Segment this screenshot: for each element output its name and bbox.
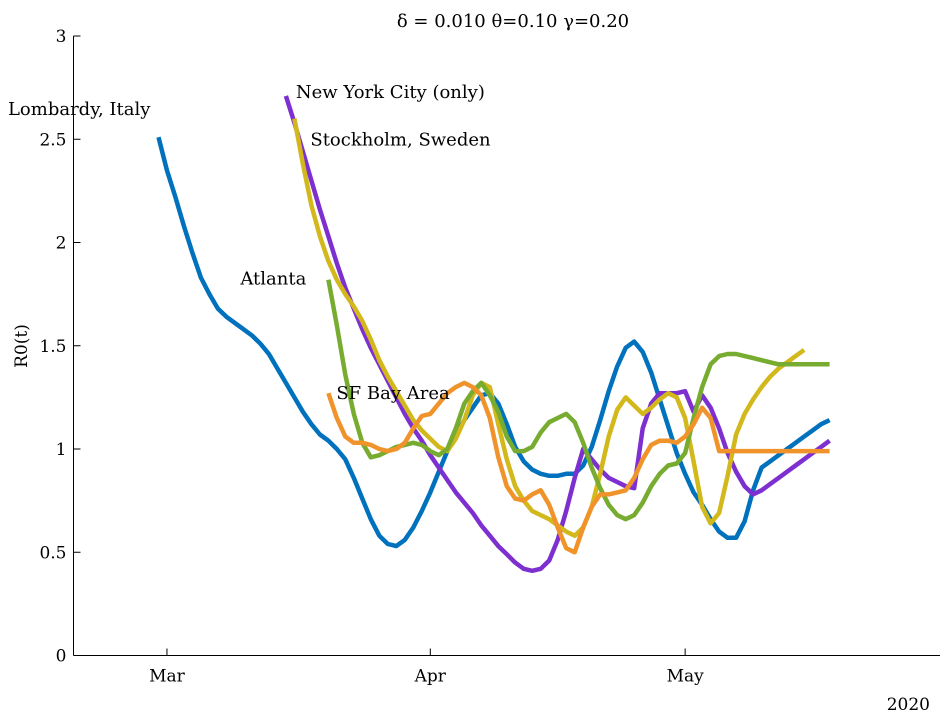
year-label: 2020 [887, 695, 930, 715]
series-group [156, 95, 831, 574]
y-tick-label: 2.5 [39, 130, 66, 150]
y-tick-label: 1 [56, 440, 67, 460]
series-line-2 [292, 118, 806, 538]
x-tick-label: Mar [149, 667, 186, 687]
series-labels: Lombardy, Italy New York City (only) Stock… [8, 82, 491, 404]
axes-group [73, 36, 940, 656]
plot-area: 0 0.5 1 1.5 2 2.5 3 Mar Apr May Lombardy, Italy Ne… [8, 27, 940, 687]
series-label-0: Lombardy, Italy [8, 99, 151, 120]
y-tick-label: 1.5 [39, 337, 66, 357]
series-label-3: Atlanta [239, 269, 306, 290]
series-label-1: New York City (only) [296, 82, 485, 103]
series-line-4 [326, 380, 830, 555]
x-tick-label: May [667, 667, 705, 687]
x-tick-label: Apr [414, 667, 447, 687]
y-tick-label: 2 [56, 234, 67, 254]
y-tick-label: 3 [56, 27, 67, 47]
series-line-3 [326, 279, 830, 522]
y-axis-label: R0(t) [12, 324, 32, 368]
y-tick-label: 0.5 [39, 543, 66, 563]
series-label-2: Stockholm, Sweden [310, 130, 491, 151]
series-line-0 [156, 136, 831, 549]
y-tick-label: 0 [56, 647, 67, 667]
chart-title: δ = 0.010 θ=0.10 γ=0.20 [397, 11, 629, 32]
ticks-group: 0 0.5 1 1.5 2 2.5 3 Mar Apr May [39, 27, 704, 687]
series-label-4: SF Bay Area [336, 383, 450, 404]
